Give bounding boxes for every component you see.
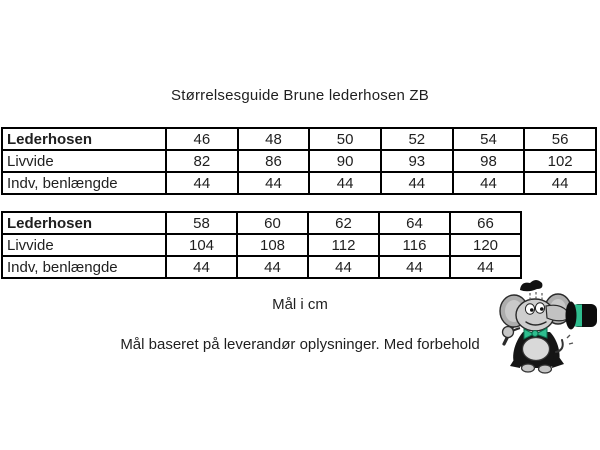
size-value-cell: 50 [308,127,382,151]
row-label: Indv, benlængde [1,255,167,279]
table-row: Livvide 104 108 112 116 120 [1,233,522,257]
size-value-cell: 64 [378,211,451,235]
size-value-cell: 112 [307,233,380,257]
size-value-cell: 52 [379,127,454,151]
elephant-with-top-hat-and-cane-icon [499,280,597,374]
disclaimer-note: Mål baseret på leverandør oplysninger. M… [120,336,480,353]
size-value-cell: 44 [165,255,238,279]
row-label: Livvide [1,233,167,257]
size-value-cell: 116 [378,233,451,257]
row-label: Lederhosen [1,127,167,151]
size-value-cell: 46 [165,127,239,151]
size-guide-title: Størrelsesguide Brune lederhosen ZB [171,87,429,104]
size-value-cell: 58 [165,211,238,235]
table-row: Indv, benlængde 44 44 44 44 44 44 [1,171,597,195]
size-value-cell: 104 [165,233,238,257]
size-value-cell: 66 [449,211,522,235]
row-label: Livvide [1,149,167,173]
row-label: Indv, benlængde [1,171,167,195]
size-value-cell: 44 [236,255,309,279]
size-table-secondary: Lederhosen 58 60 62 64 66 Livvide 104 108 112 116 1… [1,211,522,279]
size-value-cell: 60 [236,211,309,235]
size-value-cell: 44 [449,255,522,279]
size-value-cell: 48 [236,127,311,151]
size-value-cell: 54 [451,127,526,151]
row-label: Lederhosen [1,211,167,235]
size-value-cell: 44 [307,255,380,279]
size-value-cell: 62 [307,211,380,235]
size-value-cell: 44 [236,171,311,195]
size-value-cell: 44 [379,171,454,195]
size-value-cell: 56 [523,127,597,151]
size-value-cell: 44 [451,171,526,195]
size-value-cell: 44 [378,255,451,279]
size-value-cell: 82 [165,149,239,173]
table-row: Lederhosen 46 48 50 52 54 56 [1,127,597,151]
size-value-cell: 120 [449,233,522,257]
size-value-cell: 102 [523,149,597,173]
size-value-cell: 108 [236,233,309,257]
size-value-cell: 44 [308,171,382,195]
size-table-primary: Lederhosen 46 48 50 52 54 56 Livvide 82 86 90 93 98 1… [1,127,597,195]
size-value-cell: 90 [308,149,382,173]
unit-note: Mål i cm [272,296,328,313]
size-value-cell: 44 [165,171,239,195]
table-row: Indv, benlængde 44 44 44 44 44 [1,255,522,279]
size-value-cell: 44 [523,171,597,195]
size-value-cell: 98 [451,149,526,173]
table-row: Lederhosen 58 60 62 64 66 [1,211,522,235]
table-row: Livvide 82 86 90 93 98 102 [1,149,597,173]
size-value-cell: 93 [379,149,454,173]
size-value-cell: 86 [236,149,311,173]
